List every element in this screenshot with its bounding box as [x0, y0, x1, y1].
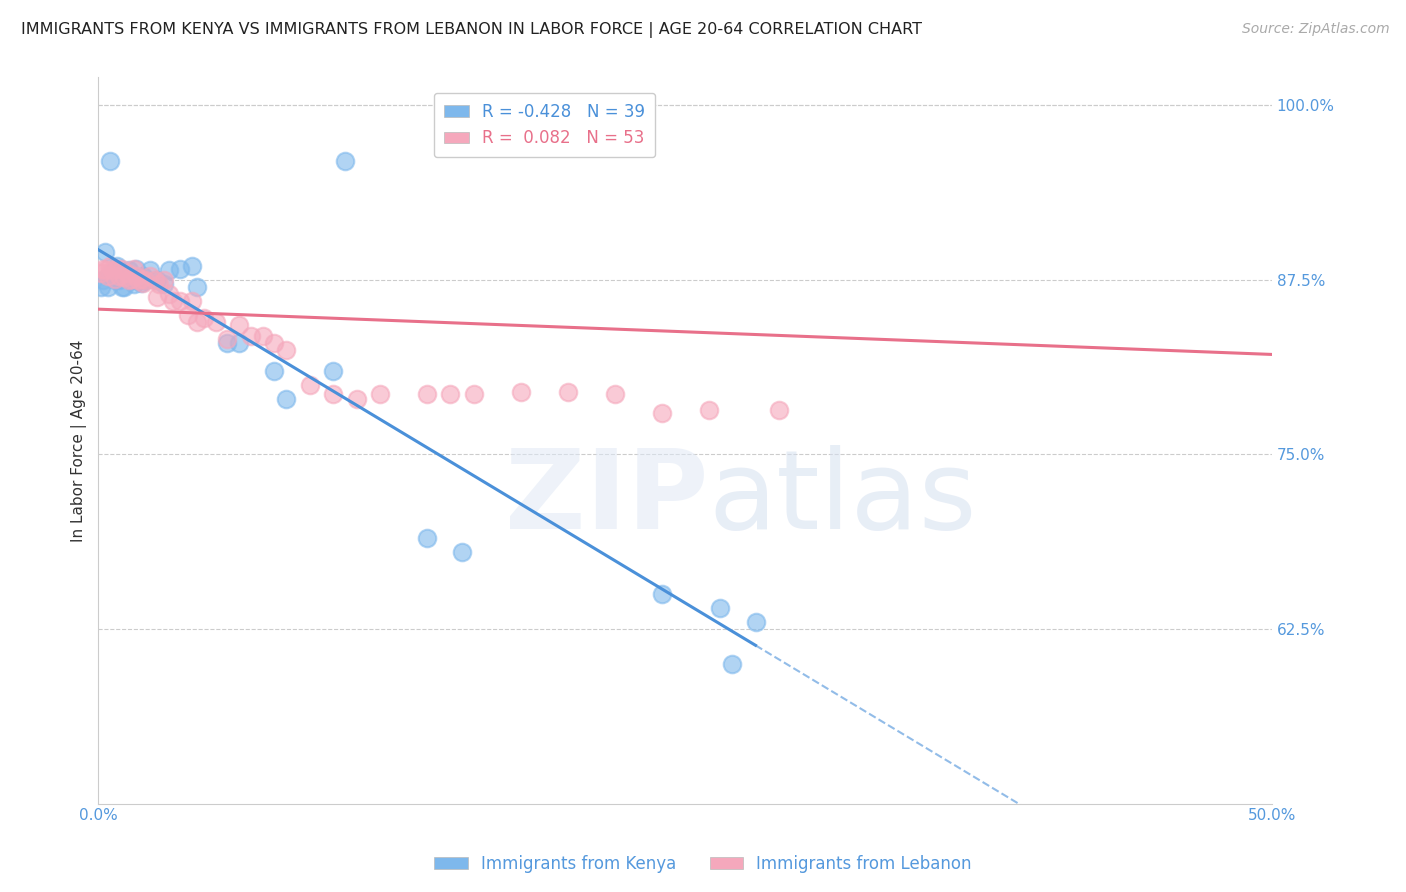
Point: [181, 293, 204, 308]
Point: [91, 261, 114, 276]
Point: [139, 263, 162, 277]
Point: [333, 154, 356, 169]
Point: [101, 263, 124, 277]
Point: [181, 259, 204, 273]
Point: [105, 259, 128, 273]
Text: IMMIGRANTS FROM KENYA VS IMMIGRANTS FROM LEBANON IN LABOR FORCE | AGE 20-64 CORR: IMMIGRANTS FROM KENYA VS IMMIGRANTS FROM…: [21, 22, 922, 38]
Point: [451, 545, 474, 559]
Point: [91, 273, 114, 287]
Point: [118, 273, 141, 287]
Point: [118, 263, 141, 277]
Point: [112, 280, 135, 294]
Point: [176, 308, 198, 322]
Point: [129, 271, 152, 285]
Point: [368, 387, 391, 401]
Point: [127, 273, 149, 287]
Point: [204, 315, 226, 329]
Point: [186, 280, 208, 294]
Point: [143, 273, 166, 287]
Point: [697, 402, 720, 417]
Point: [132, 276, 155, 290]
Point: [112, 270, 135, 285]
Point: [98, 154, 121, 169]
Point: [97, 268, 120, 283]
Point: [169, 293, 191, 308]
Point: [603, 387, 626, 401]
Point: [153, 277, 176, 292]
Point: [193, 310, 215, 325]
Point: [439, 387, 461, 401]
Point: [120, 273, 142, 287]
Point: [94, 245, 117, 260]
Point: [557, 384, 579, 399]
Point: [274, 392, 297, 406]
Point: [322, 387, 344, 401]
Point: [228, 318, 250, 332]
Point: [651, 587, 673, 601]
Point: [98, 259, 121, 273]
Point: [94, 263, 117, 277]
Point: [97, 280, 120, 294]
Point: [115, 268, 138, 283]
Point: [111, 280, 134, 294]
Point: [416, 387, 439, 401]
Point: [108, 273, 131, 287]
Point: [252, 328, 274, 343]
Point: [146, 290, 169, 304]
Text: Source: ZipAtlas.com: Source: ZipAtlas.com: [1241, 22, 1389, 37]
Point: [139, 268, 162, 283]
Point: [125, 261, 148, 276]
Y-axis label: In Labor Force | Age 20-64: In Labor Force | Age 20-64: [72, 339, 87, 541]
Point: [721, 657, 744, 671]
Point: [127, 273, 149, 287]
Point: [162, 293, 184, 308]
Point: [416, 531, 439, 545]
Point: [148, 277, 170, 292]
Point: [463, 387, 485, 401]
Point: [134, 273, 156, 287]
Point: [263, 364, 285, 378]
Point: [146, 273, 169, 287]
Point: [768, 402, 790, 417]
Point: [111, 261, 134, 276]
Point: [263, 335, 285, 350]
Point: [120, 271, 142, 285]
Point: [274, 343, 297, 357]
Point: [90, 266, 112, 280]
Point: [104, 271, 127, 285]
Point: [115, 266, 138, 280]
Point: [108, 268, 131, 283]
Point: [134, 273, 156, 287]
Point: [105, 261, 128, 276]
Point: [322, 364, 344, 378]
Point: [125, 268, 148, 283]
Point: [346, 392, 368, 406]
Text: atlas: atlas: [709, 445, 977, 552]
Point: [651, 406, 673, 420]
Text: ZIP: ZIP: [505, 445, 709, 552]
Point: [129, 276, 152, 290]
Point: [90, 280, 112, 294]
Point: [744, 615, 766, 629]
Point: [217, 335, 239, 350]
Point: [122, 261, 145, 276]
Point: [217, 332, 239, 346]
Point: [153, 273, 176, 287]
Legend: R = -0.428   N = 39, R =  0.082   N = 53: R = -0.428 N = 39, R = 0.082 N = 53: [433, 93, 655, 157]
Point: [104, 273, 127, 287]
Point: [709, 601, 731, 615]
Point: [169, 261, 191, 276]
Legend: Immigrants from Kenya, Immigrants from Lebanon: Immigrants from Kenya, Immigrants from L…: [427, 848, 979, 880]
Point: [239, 328, 262, 343]
Point: [157, 263, 180, 277]
Point: [298, 377, 321, 392]
Point: [509, 384, 531, 399]
Point: [186, 315, 208, 329]
Point: [122, 277, 145, 292]
Point: [132, 268, 155, 283]
Point: [157, 286, 180, 301]
Point: [228, 335, 250, 350]
Point: [101, 266, 124, 280]
